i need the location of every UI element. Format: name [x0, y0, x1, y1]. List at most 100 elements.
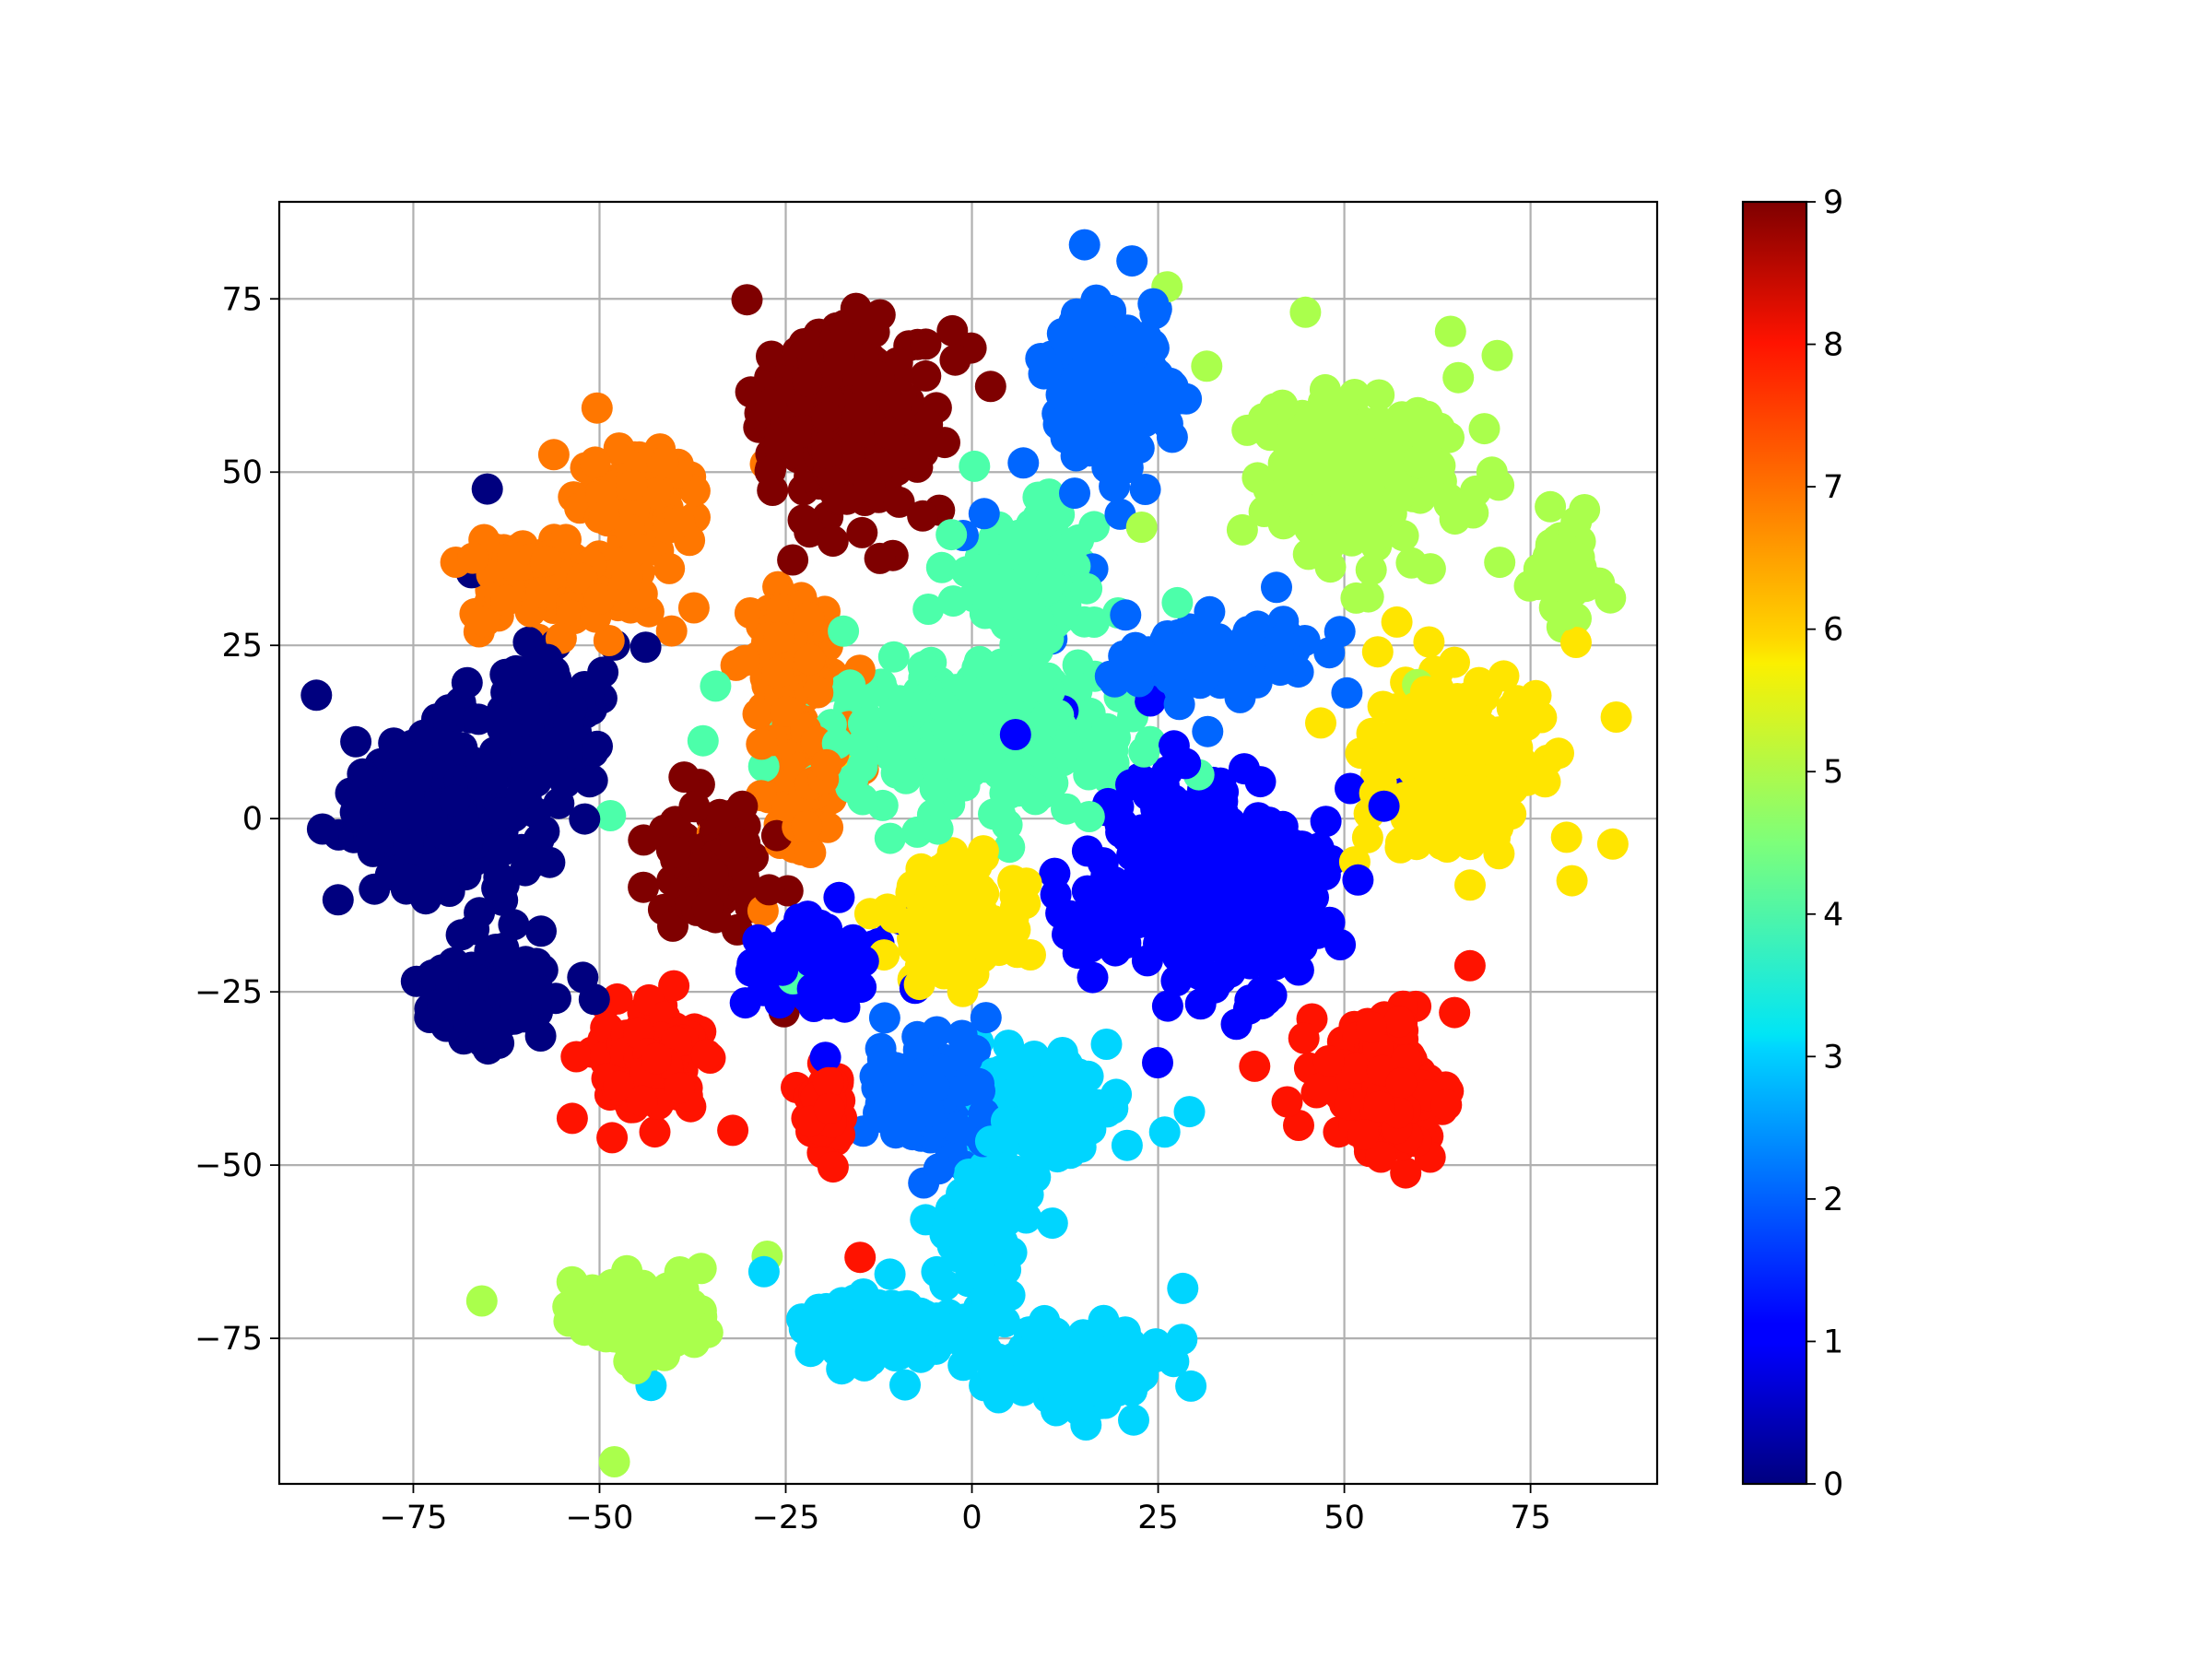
scatter-point-class-0 — [519, 694, 550, 726]
scatter-point-class-6 — [878, 901, 911, 934]
y-tick-label: −25 — [194, 974, 263, 1011]
scatter-point-class-1 — [809, 1041, 841, 1074]
scatter-point-class-8 — [1439, 996, 1471, 1029]
scatter-point-class-3 — [1063, 1058, 1095, 1090]
scatter-point-class-8 — [560, 1041, 593, 1073]
scatter-point-class-2 — [1261, 571, 1292, 604]
scatter-point-class-9 — [874, 418, 906, 450]
scatter-point-class-6 — [1381, 606, 1413, 638]
scatter-point-class-7 — [490, 584, 522, 617]
scatter-point-class-0 — [629, 631, 662, 664]
scatter-point-class-5 — [1268, 424, 1300, 456]
scatter-point-class-2 — [1154, 663, 1185, 695]
scatter-point-class-7 — [579, 446, 611, 478]
scatter-point-class-6 — [1550, 821, 1583, 853]
scatter-point-class-3 — [1084, 1336, 1115, 1368]
scatter-point-class-2 — [1127, 647, 1159, 679]
scatter-point-class-6 — [1411, 722, 1443, 754]
scatter-point-class-4 — [687, 724, 719, 757]
scatter-point-class-8 — [812, 1066, 844, 1099]
scatter-points — [300, 229, 1632, 1477]
x-tick-label: −75 — [380, 1500, 448, 1536]
y-tick-label: 50 — [221, 454, 263, 491]
scatter-point-class-1 — [1292, 872, 1324, 904]
colorbar-gradient — [1743, 202, 1806, 1484]
scatter-point-class-2 — [1059, 477, 1090, 510]
scatter-point-class-1 — [999, 719, 1031, 750]
scatter-point-class-9 — [817, 525, 849, 558]
scatter-point-class-5 — [1289, 296, 1322, 328]
scatter-point-class-4 — [834, 669, 866, 701]
scatter-point-class-4 — [1128, 735, 1160, 768]
scatter-point-class-4 — [912, 594, 945, 625]
scatter-point-class-7 — [496, 549, 528, 582]
scatter-point-class-3 — [1175, 1370, 1207, 1402]
scatter-point-class-4 — [989, 566, 1021, 598]
scatter-point-class-3 — [1022, 1341, 1054, 1373]
scatter-point-class-2 — [1264, 625, 1296, 657]
colorbar-tick-label: 6 — [1823, 612, 1843, 649]
scatter-point-class-1 — [1151, 990, 1183, 1022]
scatter-point-class-4 — [877, 641, 910, 673]
scatter-point-class-1 — [1244, 766, 1277, 798]
scatter-point-class-9 — [788, 328, 820, 359]
scatter-point-class-1 — [829, 991, 861, 1023]
scatter-point-class-2 — [1080, 284, 1112, 316]
scatter-point-class-4 — [922, 813, 954, 845]
scatter-point-class-5 — [1583, 567, 1616, 599]
scatter-point-class-9 — [823, 483, 855, 515]
scatter-point-class-5 — [564, 1279, 596, 1312]
scatter-point-class-1 — [767, 954, 799, 986]
scatter-point-class-2 — [951, 1043, 982, 1076]
y-tick-label: −50 — [194, 1147, 263, 1184]
scatter-point-class-1 — [1143, 893, 1175, 925]
scatter-point-class-7 — [616, 469, 648, 501]
scatter-point-class-8 — [1283, 1110, 1314, 1141]
scatter-point-class-0 — [476, 763, 508, 795]
scatter-point-class-3 — [929, 1269, 961, 1301]
scatter-point-class-0 — [486, 797, 518, 830]
colorbar-tick-label: 0 — [1823, 1466, 1843, 1503]
scatter-point-class-0 — [433, 694, 465, 726]
scatter-point-class-2 — [968, 498, 1000, 530]
scatter-point-class-3 — [993, 1030, 1025, 1062]
scatter-point-class-5 — [1414, 553, 1446, 585]
scatter-point-class-7 — [603, 432, 635, 465]
scatter-point-class-0 — [498, 909, 530, 941]
scatter-point-class-6 — [958, 958, 990, 990]
scatter-point-class-0 — [300, 679, 333, 712]
scatter-point-class-6 — [1305, 707, 1336, 739]
scatter-point-class-2 — [1241, 610, 1274, 642]
y-tick-label: 0 — [242, 801, 263, 838]
scatter-point-class-2 — [1090, 415, 1123, 447]
scatter-point-class-1 — [1231, 885, 1264, 917]
scatter-point-class-4 — [1055, 543, 1087, 575]
scatter-point-class-0 — [488, 935, 520, 968]
scatter-point-class-6 — [1600, 701, 1632, 733]
scatter-point-class-1 — [1105, 816, 1137, 848]
scatter-point-class-5 — [1535, 532, 1567, 564]
scatter-point-class-4 — [846, 750, 878, 782]
scatter-point-class-1 — [1142, 1047, 1173, 1078]
scatter-point-class-5 — [1226, 513, 1258, 546]
scatter-point-class-6 — [981, 920, 1013, 951]
colorbar-tick-label: 4 — [1823, 897, 1843, 934]
scatter-point-class-4 — [1000, 752, 1032, 784]
scatter-point-class-4 — [1097, 735, 1129, 766]
scatter-point-class-6 — [1351, 821, 1383, 853]
colorbar-tick-label: 3 — [1823, 1039, 1843, 1076]
scatter-point-class-3 — [1167, 1272, 1199, 1304]
scatter-point-class-6 — [904, 864, 936, 896]
scatter-point-class-2 — [1114, 372, 1147, 405]
scatter-point-class-2 — [1163, 688, 1195, 721]
scatter-point-class-2 — [1324, 616, 1356, 648]
y-tick-label: 75 — [221, 281, 263, 318]
scatter-point-class-3 — [1070, 1409, 1102, 1441]
scatter-point-class-9 — [844, 392, 877, 424]
x-tick-label: −50 — [566, 1500, 634, 1536]
scatter-point-class-0 — [552, 710, 584, 742]
scatter-point-class-3 — [874, 1258, 906, 1290]
scatter-point-class-3 — [846, 1313, 878, 1346]
scatter-point-class-1 — [749, 932, 782, 964]
